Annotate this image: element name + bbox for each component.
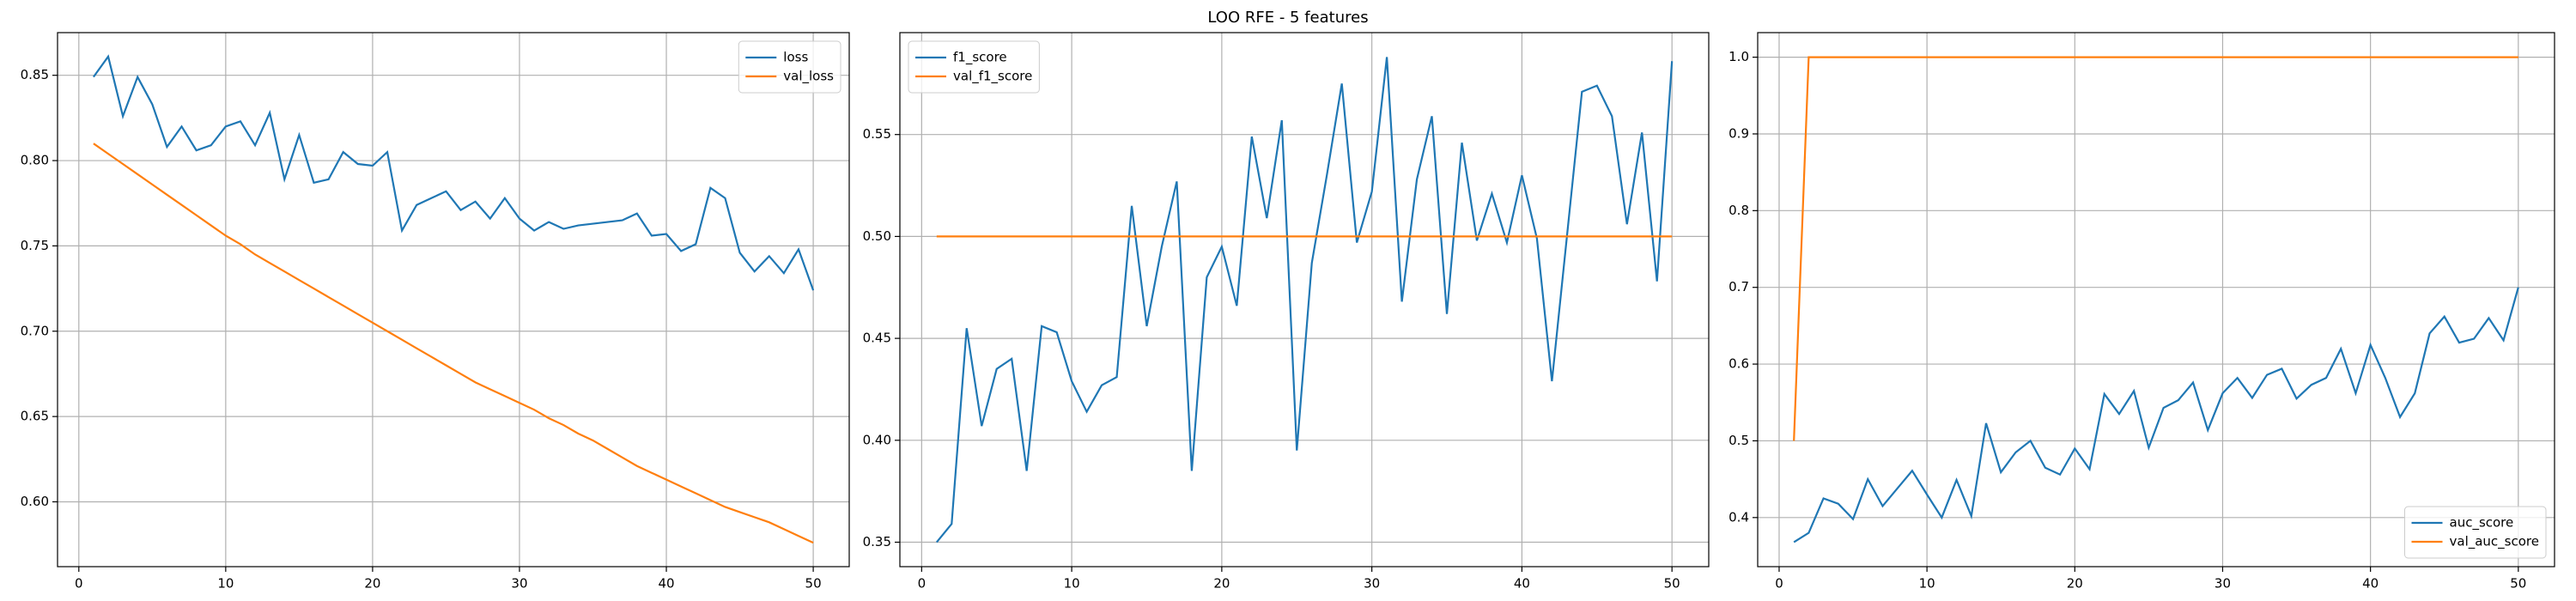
- y-tick-label: 0.35: [863, 534, 891, 549]
- y-tick-label: 0.65: [21, 409, 49, 424]
- legend-frame: [908, 40, 1040, 94]
- series-line: [93, 54, 815, 291]
- legend-label: val_auc_score: [2450, 534, 2540, 550]
- y-tick-label: 0.70: [21, 323, 49, 338]
- y-tick-label: 0.50: [863, 228, 891, 244]
- y-tick-label: 0.80: [21, 153, 49, 168]
- axes-frame: [1757, 32, 2555, 568]
- series-line: [1793, 287, 2519, 543]
- y-tick-label: 0.75: [21, 238, 49, 253]
- legend-label: val_loss: [783, 69, 834, 85]
- x-tick-label: 10: [217, 576, 234, 592]
- x-tick-label: 30: [511, 576, 527, 592]
- series-line: [93, 143, 814, 544]
- y-tick-label: 0.5: [1728, 433, 1749, 448]
- x-tick-label: 20: [1213, 576, 1230, 592]
- x-tick-label: 20: [2067, 576, 2083, 592]
- x-tick-label: 0: [75, 576, 83, 592]
- legend: loss val_loss: [738, 40, 841, 94]
- x-tick-label: 40: [1514, 576, 1530, 592]
- legend: f1_score val_f1_score: [908, 40, 1040, 94]
- x-tick-label: 40: [2362, 576, 2379, 592]
- legend-label: f1_score: [953, 50, 1007, 66]
- y-tick-label: 0.4: [1728, 509, 1749, 525]
- legend: auc_score val_auc_score: [2404, 506, 2547, 559]
- x-tick-label: 0: [918, 576, 927, 592]
- y-tick-label: 0.6: [1728, 356, 1749, 372]
- legend-label: val_f1_score: [953, 69, 1032, 85]
- y-tick-label: 0.7: [1728, 279, 1749, 294]
- x-tick-label: 0: [1775, 576, 1783, 592]
- y-tick-label: 0.60: [21, 494, 49, 509]
- y-tick-label: 0.9: [1728, 125, 1749, 141]
- series-line: [935, 57, 1674, 543]
- y-tick-label: 0.40: [863, 432, 891, 447]
- x-tick-label: 20: [364, 576, 380, 592]
- x-tick-label: 30: [2215, 576, 2231, 592]
- axes-frame: [899, 32, 1710, 568]
- y-tick-label: 0.85: [21, 67, 49, 82]
- axes-frame: [57, 32, 850, 568]
- legend-label: loss: [783, 50, 808, 65]
- x-tick-label: 40: [658, 576, 674, 592]
- x-tick-label: 50: [2510, 576, 2526, 592]
- legend-frame: [2404, 506, 2547, 559]
- x-tick-label: 10: [1064, 576, 1080, 592]
- y-tick-label: 1.0: [1728, 49, 1749, 64]
- y-tick-label: 0.45: [863, 331, 891, 346]
- y-tick-label: 0.8: [1728, 203, 1749, 218]
- series-line: [1793, 56, 2518, 441]
- x-tick-label: 50: [805, 576, 822, 592]
- legend-label: auc_score: [2450, 515, 2514, 531]
- x-tick-label: 30: [1364, 576, 1380, 592]
- x-tick-label: 10: [1919, 576, 1935, 592]
- legend-frame: [738, 40, 841, 94]
- figure-title: LOO RFE - 5 features: [1207, 9, 1368, 27]
- x-tick-label: 50: [1664, 576, 1680, 592]
- y-tick-label: 0.55: [863, 126, 891, 142]
